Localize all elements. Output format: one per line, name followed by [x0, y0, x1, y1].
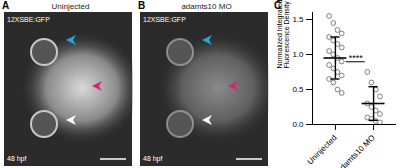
- svg-text:12XSBE:GFP: 12XSBE:GFP: [143, 16, 186, 23]
- svg-text:B: B: [138, 0, 145, 11]
- svg-text:48 hpf: 48 hpf: [7, 155, 27, 163]
- html-text:C: C: [274, 0, 282, 11]
- svg-text:Uninjected: Uninjected: [52, 2, 90, 11]
- svg-text:12XSBE:GFP: 12XSBE:GFP: [7, 16, 50, 23]
- svg-text:0.5: 0.5: [292, 85, 304, 94]
- svg-text:adamts10 MO: adamts10 MO: [181, 2, 231, 11]
- svg-text:48 hpf: 48 hpf: [143, 155, 163, 163]
- svg-text:Uninjected: Uninjected: [306, 133, 339, 166]
- svg-text:1.0: 1.0: [292, 50, 304, 59]
- svg-text:adamts10 MO: adamts10 MO: [335, 133, 377, 168]
- svg-text:****: ****: [349, 53, 364, 63]
- svg-text:0.0: 0.0: [292, 120, 304, 129]
- svg-text:1.5: 1.5: [292, 15, 304, 24]
- svg-text:A: A: [2, 0, 9, 11]
